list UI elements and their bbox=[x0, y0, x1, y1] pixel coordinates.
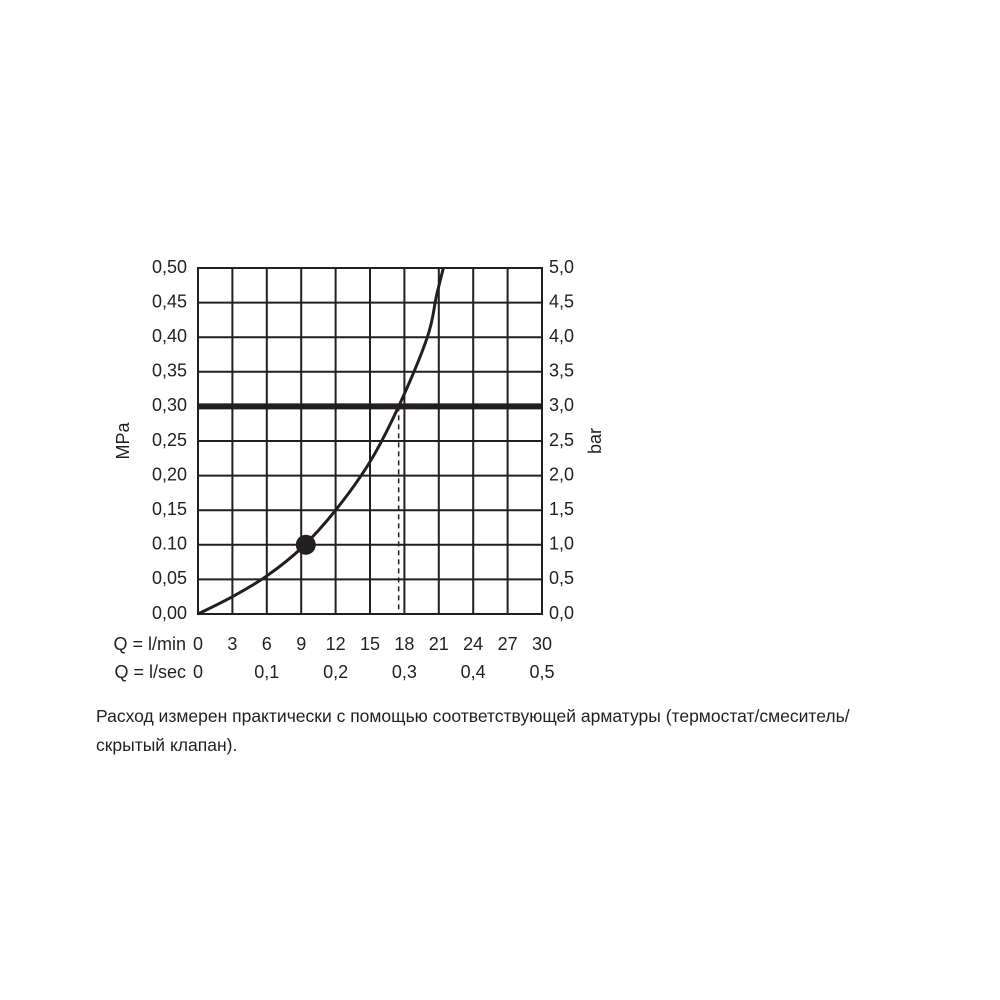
y-tick-label: 0,50 bbox=[152, 257, 187, 277]
y2-tick-label: 2,0 bbox=[549, 464, 574, 484]
x2-tick-label: 0,5 bbox=[529, 662, 554, 682]
plot-frame bbox=[197, 267, 543, 615]
x-tick-label: 24 bbox=[463, 634, 483, 654]
x-tick-label: 27 bbox=[498, 634, 518, 654]
y-tick-label: 0,45 bbox=[152, 291, 187, 311]
y-axis-label: MPa bbox=[113, 422, 133, 460]
x-axis-label: Q = l/min bbox=[113, 634, 186, 654]
y2-tick-label: 4,0 bbox=[549, 326, 574, 346]
y-tick-label: 0,35 bbox=[152, 361, 187, 381]
y2-tick-label: 1,5 bbox=[549, 499, 574, 519]
marker-point bbox=[295, 534, 316, 555]
x2-tick-label: 0,2 bbox=[323, 662, 348, 682]
x-tick-label: 12 bbox=[326, 634, 346, 654]
x2-tick-label: 0 bbox=[193, 662, 203, 682]
x2-axis-label: Q = l/sec bbox=[114, 662, 186, 682]
y-tick-label: 0.10 bbox=[152, 534, 187, 554]
y2-tick-label: 0,5 bbox=[549, 568, 574, 588]
x-tick-label: 3 bbox=[227, 634, 237, 654]
x-tick-label: 9 bbox=[296, 634, 306, 654]
y-tick-label: 0,15 bbox=[152, 499, 187, 519]
x-tick-label: 21 bbox=[429, 634, 449, 654]
y2-tick-label: 5,0 bbox=[549, 257, 574, 277]
y2-tick-label: 3,0 bbox=[549, 395, 574, 415]
y2-tick-label: 0,0 bbox=[549, 603, 574, 623]
y-tick-label: 0,05 bbox=[152, 568, 187, 588]
y-tick-label: 0,40 bbox=[152, 326, 187, 346]
x2-tick-label: 0,3 bbox=[392, 662, 417, 682]
curve bbox=[197, 267, 445, 616]
x-tick-label: 18 bbox=[394, 634, 414, 654]
y2-tick-label: 3,5 bbox=[549, 361, 574, 381]
y-tick-label: 0,25 bbox=[152, 430, 187, 450]
x-tick-label: 30 bbox=[532, 634, 552, 654]
y-tick-label: 0,00 bbox=[152, 603, 187, 623]
footnote: Расход измерен практически с помощью соо… bbox=[96, 706, 850, 755]
x2-tick-label: 0,1 bbox=[254, 662, 279, 682]
y2-tick-label: 4,5 bbox=[549, 291, 574, 311]
y2-tick-label: 2,5 bbox=[549, 430, 574, 450]
y2-axis-label: bar bbox=[585, 428, 605, 454]
x-tick-label: 6 bbox=[262, 634, 272, 654]
y2-tick-label: 1,0 bbox=[549, 534, 574, 554]
y-tick-label: 0,30 bbox=[152, 395, 187, 415]
x2-tick-label: 0,4 bbox=[461, 662, 486, 682]
x-tick-label: 0 bbox=[193, 634, 203, 654]
y-tick-label: 0,20 bbox=[152, 464, 187, 484]
x-tick-label: 15 bbox=[360, 634, 380, 654]
